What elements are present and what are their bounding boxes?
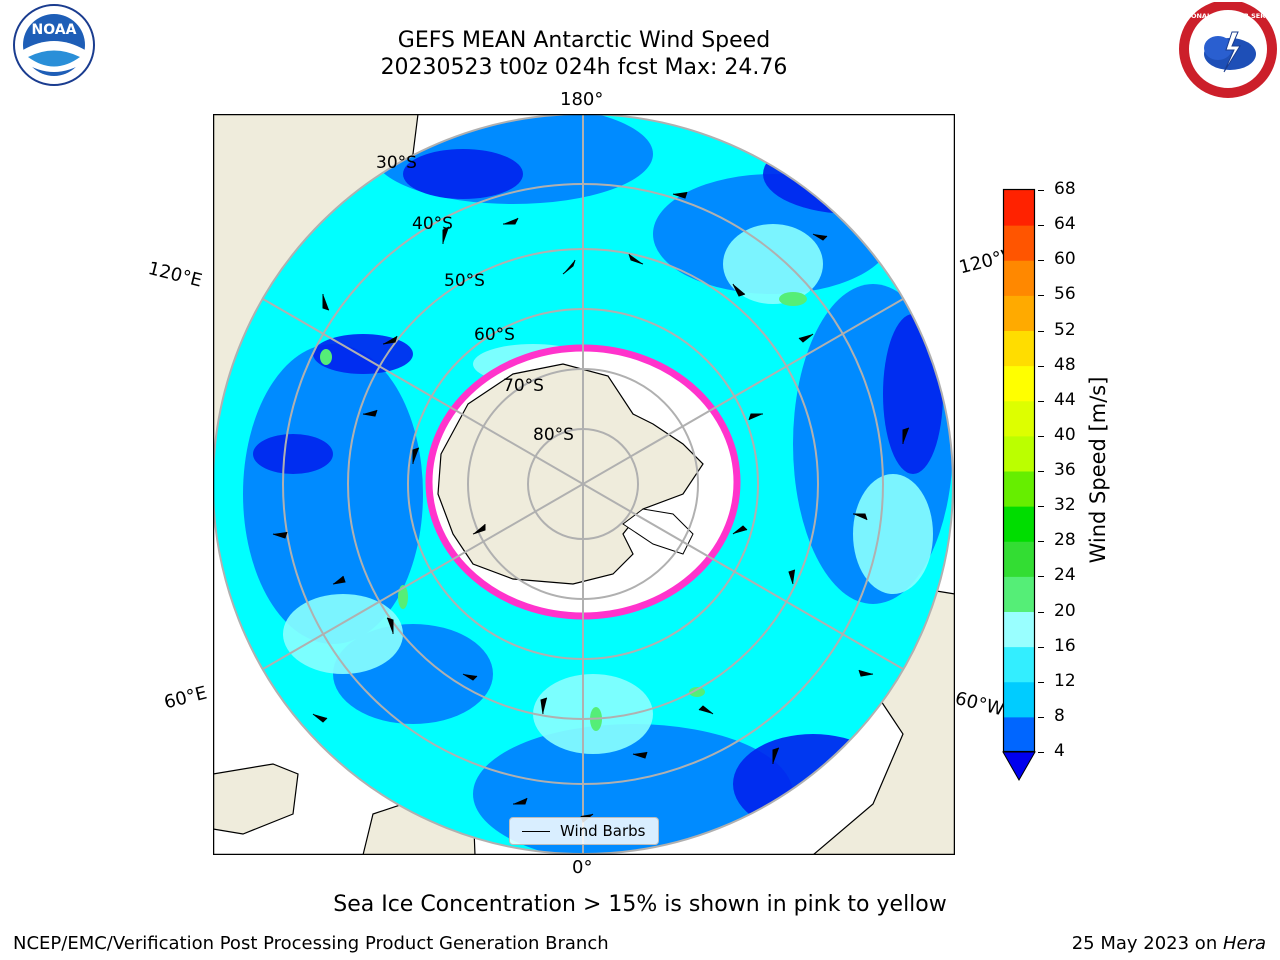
colorbar-tick-mark: [1038, 471, 1044, 472]
colorbar-tick-mark: [1038, 435, 1044, 437]
nws-logo-text: NATIONAL WEATHER SERVICE: [1178, 12, 1278, 20]
colorbar-tick-mark: [1038, 190, 1044, 191]
colorbar-tick-label: 64: [1054, 214, 1076, 235]
nws-logo: NATIONAL WEATHER SERVICE: [1178, 2, 1278, 98]
colorbar-band: [1004, 681, 1034, 718]
colorbar-tick-mark: [1038, 681, 1044, 683]
chart-subtitle: 20230523 t00z 024h fcst Max: 24.76: [380, 55, 788, 80]
colorbar-band: [1004, 260, 1034, 296]
colorbar-bands: [1004, 190, 1034, 753]
colorbar-tick-mark: [1038, 541, 1044, 543]
lat-label-60s: 60°S: [474, 325, 515, 345]
noaa-logo: NOAA: [13, 4, 95, 86]
colorbar-band: [1004, 365, 1034, 402]
chart-title: GEFS MEAN Antarctic Wind Speed: [397, 28, 771, 53]
colorbar-band: [1004, 330, 1034, 367]
colorbar-band: [1004, 506, 1034, 542]
colorbar-tick-mark: [1038, 752, 1044, 753]
colorbar-frame: [1002, 188, 1036, 753]
colorbar-band: [1004, 435, 1034, 472]
colorbar-tick-label: 36: [1054, 460, 1076, 480]
colorbar-extend-arrow: [1002, 751, 1036, 782]
colorbar-tick-label: 60: [1054, 249, 1076, 270]
colorbar-tick-label: 44: [1054, 389, 1076, 410]
colorbar-tick-mark: [1038, 716, 1044, 718]
footer-branch: NCEP/EMC/Verification Post Processing Pr…: [13, 933, 609, 954]
wind-barb-legend-line: [522, 831, 550, 832]
colorbar-label: Wind Speed [m/s]: [1086, 376, 1110, 564]
ice-shelf: [622, 508, 694, 555]
legend-label: Wind Barbs: [560, 822, 646, 840]
colorbar-tick-label: 48: [1054, 354, 1076, 375]
lon-label-0: 0°: [572, 857, 593, 878]
noaa-logo-text: NOAA: [32, 22, 77, 38]
map-legend: Wind Barbs: [509, 817, 659, 845]
lon-label-60e: 60°E: [162, 682, 210, 714]
lat-label-50s: 50°S: [444, 271, 485, 291]
colorbar-tick-label: 32: [1054, 495, 1076, 516]
colorbar-tick-label: 24: [1054, 565, 1076, 586]
colorbar-tick-label: 28: [1054, 530, 1076, 551]
colorbar-tick-label: 68: [1054, 179, 1076, 199]
colorbar-band: [1004, 225, 1034, 261]
colorbar-band: [1004, 295, 1034, 331]
colorbar-tick-mark: [1038, 576, 1044, 578]
footer-date: 25 May 2023 on Hera: [1072, 933, 1266, 954]
lon-label-60w: 60°W: [952, 688, 1007, 721]
colorbar-tick-label: 40: [1054, 424, 1076, 445]
lon-label-180: 180°: [560, 89, 604, 110]
polar-map: [213, 114, 955, 855]
colorbar-tick-label: 4: [1054, 741, 1065, 761]
colorbar-tick-label: 8: [1054, 705, 1065, 726]
colorbar-tick-mark: [1038, 365, 1044, 367]
lat-label-70s: 70°S: [503, 376, 544, 396]
lon-label-120e: 120°E: [145, 258, 205, 292]
colorbar-tick-mark: [1038, 260, 1044, 262]
colorbar-tick-label: 12: [1054, 670, 1076, 691]
colorbar-tick-mark: [1038, 611, 1044, 613]
sea-ice-caption: Sea Ice Concentration > 15% is shown in …: [333, 892, 947, 917]
colorbar-tick-mark: [1038, 295, 1044, 297]
colorbar-tick-mark: [1038, 400, 1044, 402]
map-frame: [213, 114, 955, 855]
lat-label-80s: 80°S: [533, 425, 574, 445]
colorbar-tick-label: 56: [1054, 284, 1076, 305]
footer-machine: Hera: [1222, 933, 1266, 954]
colorbar-band: [1004, 190, 1034, 226]
land-madagascar: [213, 763, 299, 835]
lat-label-40s: 40°S: [412, 214, 453, 234]
colorbar-tick-label: 20: [1054, 600, 1076, 621]
lat-label-30s: 30°S: [376, 153, 417, 173]
colorbar-tick-mark: [1038, 646, 1044, 648]
colorbar-tick-label: 16: [1054, 635, 1076, 656]
colorbar-band: [1004, 541, 1034, 577]
colorbar-band: [1004, 400, 1034, 437]
colorbar: [1002, 188, 1036, 782]
colorbar-band: [1004, 716, 1034, 753]
colorbar-tick-label: 52: [1054, 319, 1076, 340]
colorbar-band: [1004, 471, 1034, 507]
footer-date-text: 25 May 2023 on: [1071, 933, 1223, 954]
colorbar-band: [1004, 576, 1034, 612]
colorbar-band: [1004, 646, 1034, 683]
colorbar-tick-mark: [1038, 330, 1044, 332]
wind-barbs: [272, 191, 910, 823]
colorbar-band: [1004, 611, 1034, 648]
colorbar-tick-mark: [1038, 225, 1044, 227]
colorbar-tick-mark: [1038, 506, 1044, 508]
